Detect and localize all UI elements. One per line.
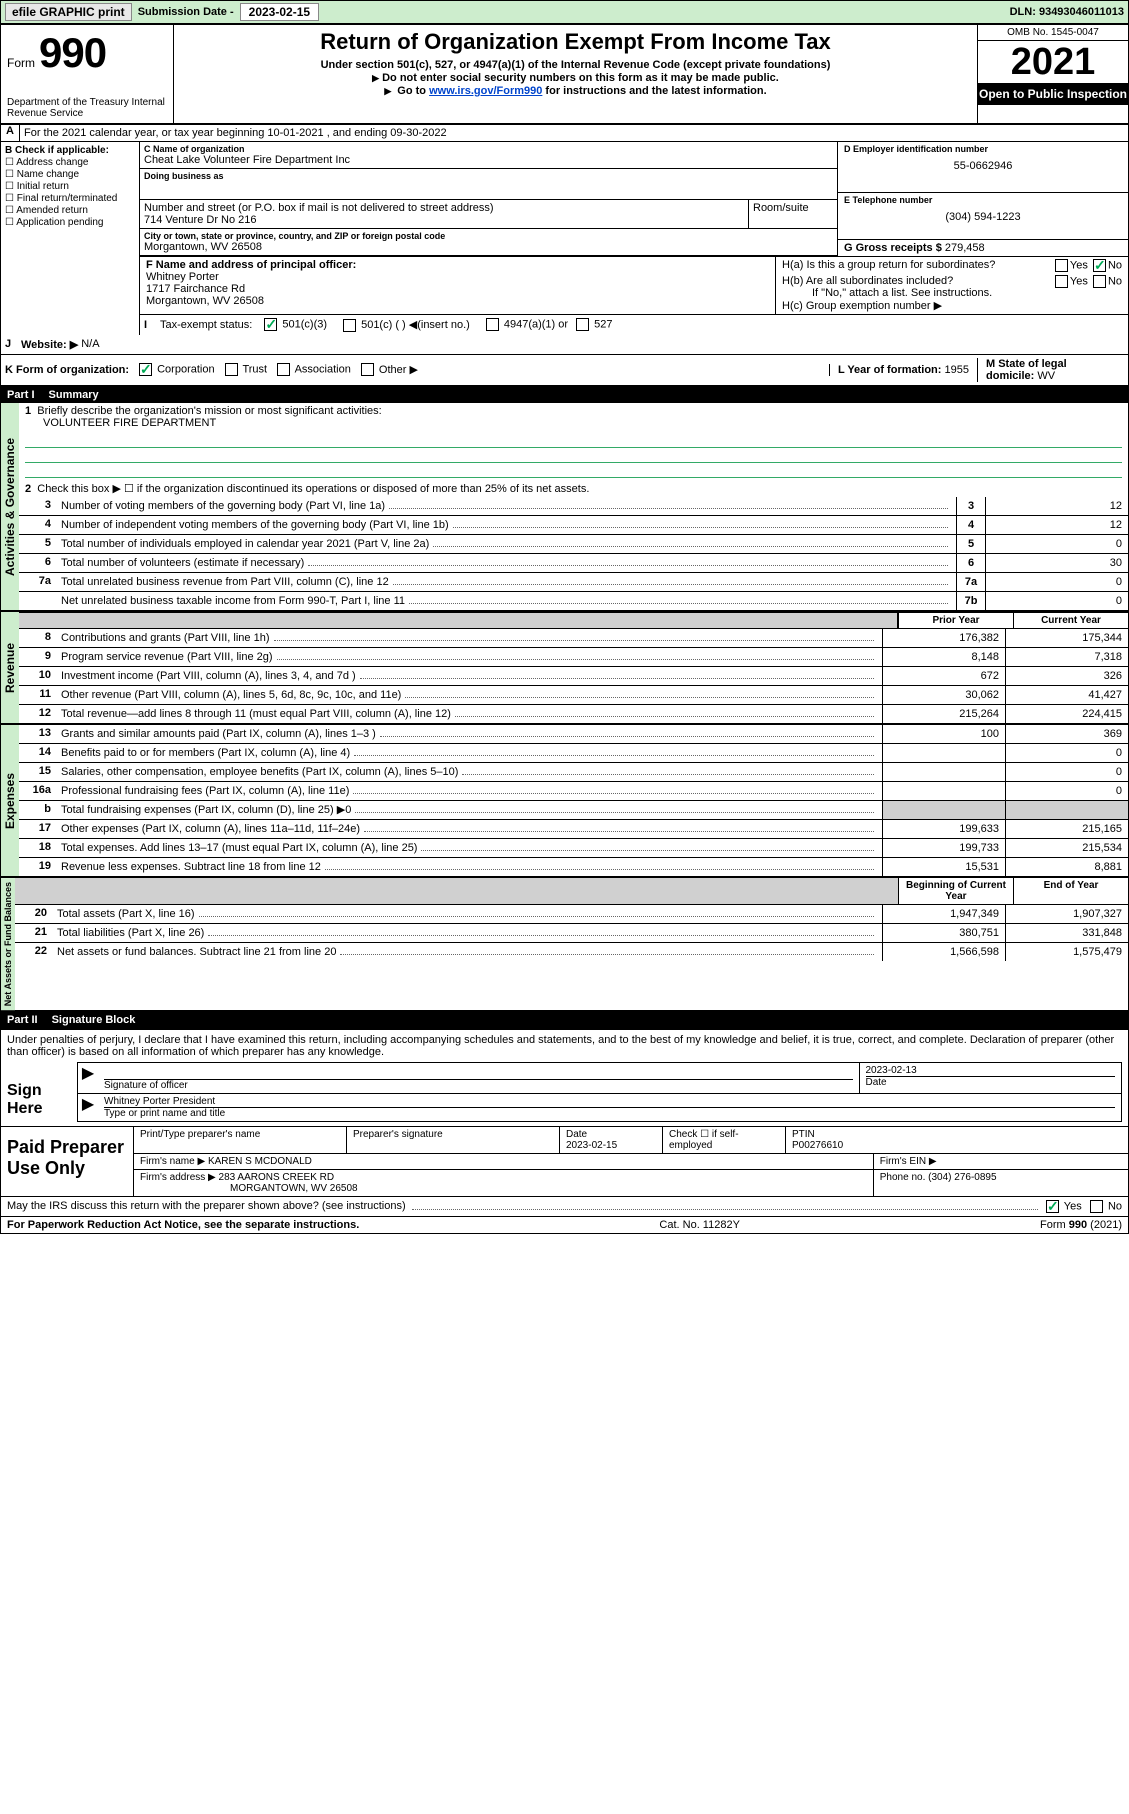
summary-line: 5Total number of individuals employed in… xyxy=(19,534,1128,553)
summary-line: 6Total number of volunteers (estimate if… xyxy=(19,553,1128,572)
entity-section: B Check if applicable: Address change Na… xyxy=(1,142,1128,335)
chk-initial-return[interactable]: Initial return xyxy=(5,181,135,192)
subtitle-3: Go to www.irs.gov/Form990 for instructio… xyxy=(184,85,967,97)
chk-trust[interactable] xyxy=(225,363,238,376)
org-name-cell: C Name of organization Cheat Lake Volunt… xyxy=(140,142,837,169)
subtitle-1: Under section 501(c), 527, or 4947(a)(1)… xyxy=(184,59,967,71)
ha-group-return: H(a) Is this a group return for subordin… xyxy=(782,259,1122,271)
summary-line: 16aProfessional fundraising fees (Part I… xyxy=(19,781,1128,800)
website-row: J Website: ▶ N/A xyxy=(1,335,1128,355)
netassets-section: Net Assets or Fund Balances Beginning of… xyxy=(1,878,1128,1012)
tax-year: 2021 xyxy=(978,41,1128,83)
chk-527[interactable] xyxy=(576,318,589,331)
summary-line: 7aTotal unrelated business revenue from … xyxy=(19,572,1128,591)
row-k: K Form of organization: Corporation Trus… xyxy=(1,355,1128,387)
phone-cell: E Telephone number (304) 594-1223 xyxy=(838,193,1128,240)
summary-line: 3Number of voting members of the governi… xyxy=(19,497,1128,515)
chk-other[interactable] xyxy=(361,363,374,376)
chk-4947[interactable] xyxy=(486,318,499,331)
summary-line: Net unrelated business taxable income fr… xyxy=(19,591,1128,610)
chk-amended[interactable]: Amended return xyxy=(5,205,135,216)
chk-501c[interactable] xyxy=(343,319,356,332)
summary-line: 21Total liabilities (Part X, line 26)380… xyxy=(15,923,1128,942)
chk-501c3[interactable] xyxy=(264,318,277,331)
col-b-checkboxes: B Check if applicable: Address change Na… xyxy=(1,142,140,335)
summary-line: 13Grants and similar amounts paid (Part … xyxy=(19,725,1128,743)
top-toolbar: efile GRAPHIC print Submission Date - 20… xyxy=(0,0,1129,24)
chk-corp[interactable] xyxy=(139,363,152,376)
signature-block: Under penalties of perjury, I declare th… xyxy=(1,1028,1128,1126)
street-address: 714 Venture Dr No 216 xyxy=(144,214,744,226)
city-cell: City or town, state or province, country… xyxy=(140,229,837,256)
irs-link[interactable]: www.irs.gov/Form990 xyxy=(429,85,542,97)
form-header: Form 990 Department of the Treasury Inte… xyxy=(1,25,1128,125)
org-name: Cheat Lake Volunteer Fire Department Inc xyxy=(144,154,833,166)
efile-button[interactable]: efile GRAPHIC print xyxy=(5,3,132,21)
summary-line: 10Investment income (Part VIII, column (… xyxy=(19,666,1128,685)
page-footer: For Paperwork Reduction Act Notice, see … xyxy=(1,1216,1128,1233)
chk-final-return[interactable]: Final return/terminated xyxy=(5,193,135,204)
summary-line: 17Other expenses (Part IX, column (A), l… xyxy=(19,819,1128,838)
summary-line: 14Benefits paid to or for members (Part … xyxy=(19,743,1128,762)
expenses-section: Expenses 13Grants and similar amounts pa… xyxy=(1,725,1128,878)
principal-officer: F Name and address of principal officer:… xyxy=(140,257,775,314)
chk-application-pending[interactable]: Application pending xyxy=(5,217,135,228)
dba-cell: Doing business as xyxy=(140,169,837,200)
summary-line: 9Program service revenue (Part VIII, lin… xyxy=(19,647,1128,666)
summary-line: bTotal fundraising expenses (Part IX, co… xyxy=(19,800,1128,819)
submission-label: Submission Date - xyxy=(138,6,234,18)
summary-line: 15Salaries, other compensation, employee… xyxy=(19,762,1128,781)
omb-number: OMB No. 1545-0047 xyxy=(978,25,1128,41)
summary-line: 12Total revenue—add lines 8 through 11 (… xyxy=(19,704,1128,723)
part2-header: Part II Signature Block xyxy=(1,1012,1128,1028)
chk-name-change[interactable]: Name change xyxy=(5,169,135,180)
summary-line: 8Contributions and grants (Part VIII, li… xyxy=(19,629,1128,647)
gross-receipts: G Gross receipts $ 279,458 xyxy=(838,240,1128,256)
chk-assoc[interactable] xyxy=(277,363,290,376)
summary-line: 4Number of independent voting members of… xyxy=(19,515,1128,534)
dln: DLN: 93493046011013 xyxy=(1010,6,1124,18)
form-number: Form 990 xyxy=(7,29,167,77)
hb-subordinates: H(b) Are all subordinates included? Yes … xyxy=(782,275,1122,287)
chk-address-change[interactable]: Address change xyxy=(5,157,135,168)
summary-line: 18Total expenses. Add lines 13–17 (must … xyxy=(19,838,1128,857)
summary-line: 19Revenue less expenses. Subtract line 1… xyxy=(19,857,1128,876)
summary-line: 22Net assets or fund balances. Subtract … xyxy=(15,942,1128,961)
revenue-section: Revenue Prior YearCurrent Year 8Contribu… xyxy=(1,612,1128,725)
open-inspection: Open to Public Inspection xyxy=(978,83,1128,105)
summary-line: 20Total assets (Part X, line 16)1,947,34… xyxy=(15,905,1128,923)
hc-exemption: H(c) Group exemption number ▶ xyxy=(782,299,1122,312)
governance-section: Activities & Governance 1 Briefly descri… xyxy=(1,403,1128,612)
form-990: Form 990 Department of the Treasury Inte… xyxy=(0,24,1129,1234)
subtitle-2: Do not enter social security numbers on … xyxy=(184,72,967,84)
ein-cell: D Employer identification number 55-0662… xyxy=(838,142,1128,193)
paid-preparer: Paid Preparer Use Only Print/Type prepar… xyxy=(1,1126,1128,1196)
line-a: A For the 2021 calendar year, or tax yea… xyxy=(1,125,1128,142)
summary-line: 11Other revenue (Part VIII, column (A), … xyxy=(19,685,1128,704)
part1-header: Part I Summary xyxy=(1,387,1128,403)
may-discuss: May the IRS discuss this return with the… xyxy=(1,1196,1128,1216)
submission-date: 2023-02-15 xyxy=(240,3,319,21)
mission-text: VOLUNTEER FIRE DEPARTMENT xyxy=(43,417,216,429)
form-title: Return of Organization Exempt From Incom… xyxy=(184,29,967,55)
department: Department of the Treasury Internal Reve… xyxy=(7,97,167,119)
